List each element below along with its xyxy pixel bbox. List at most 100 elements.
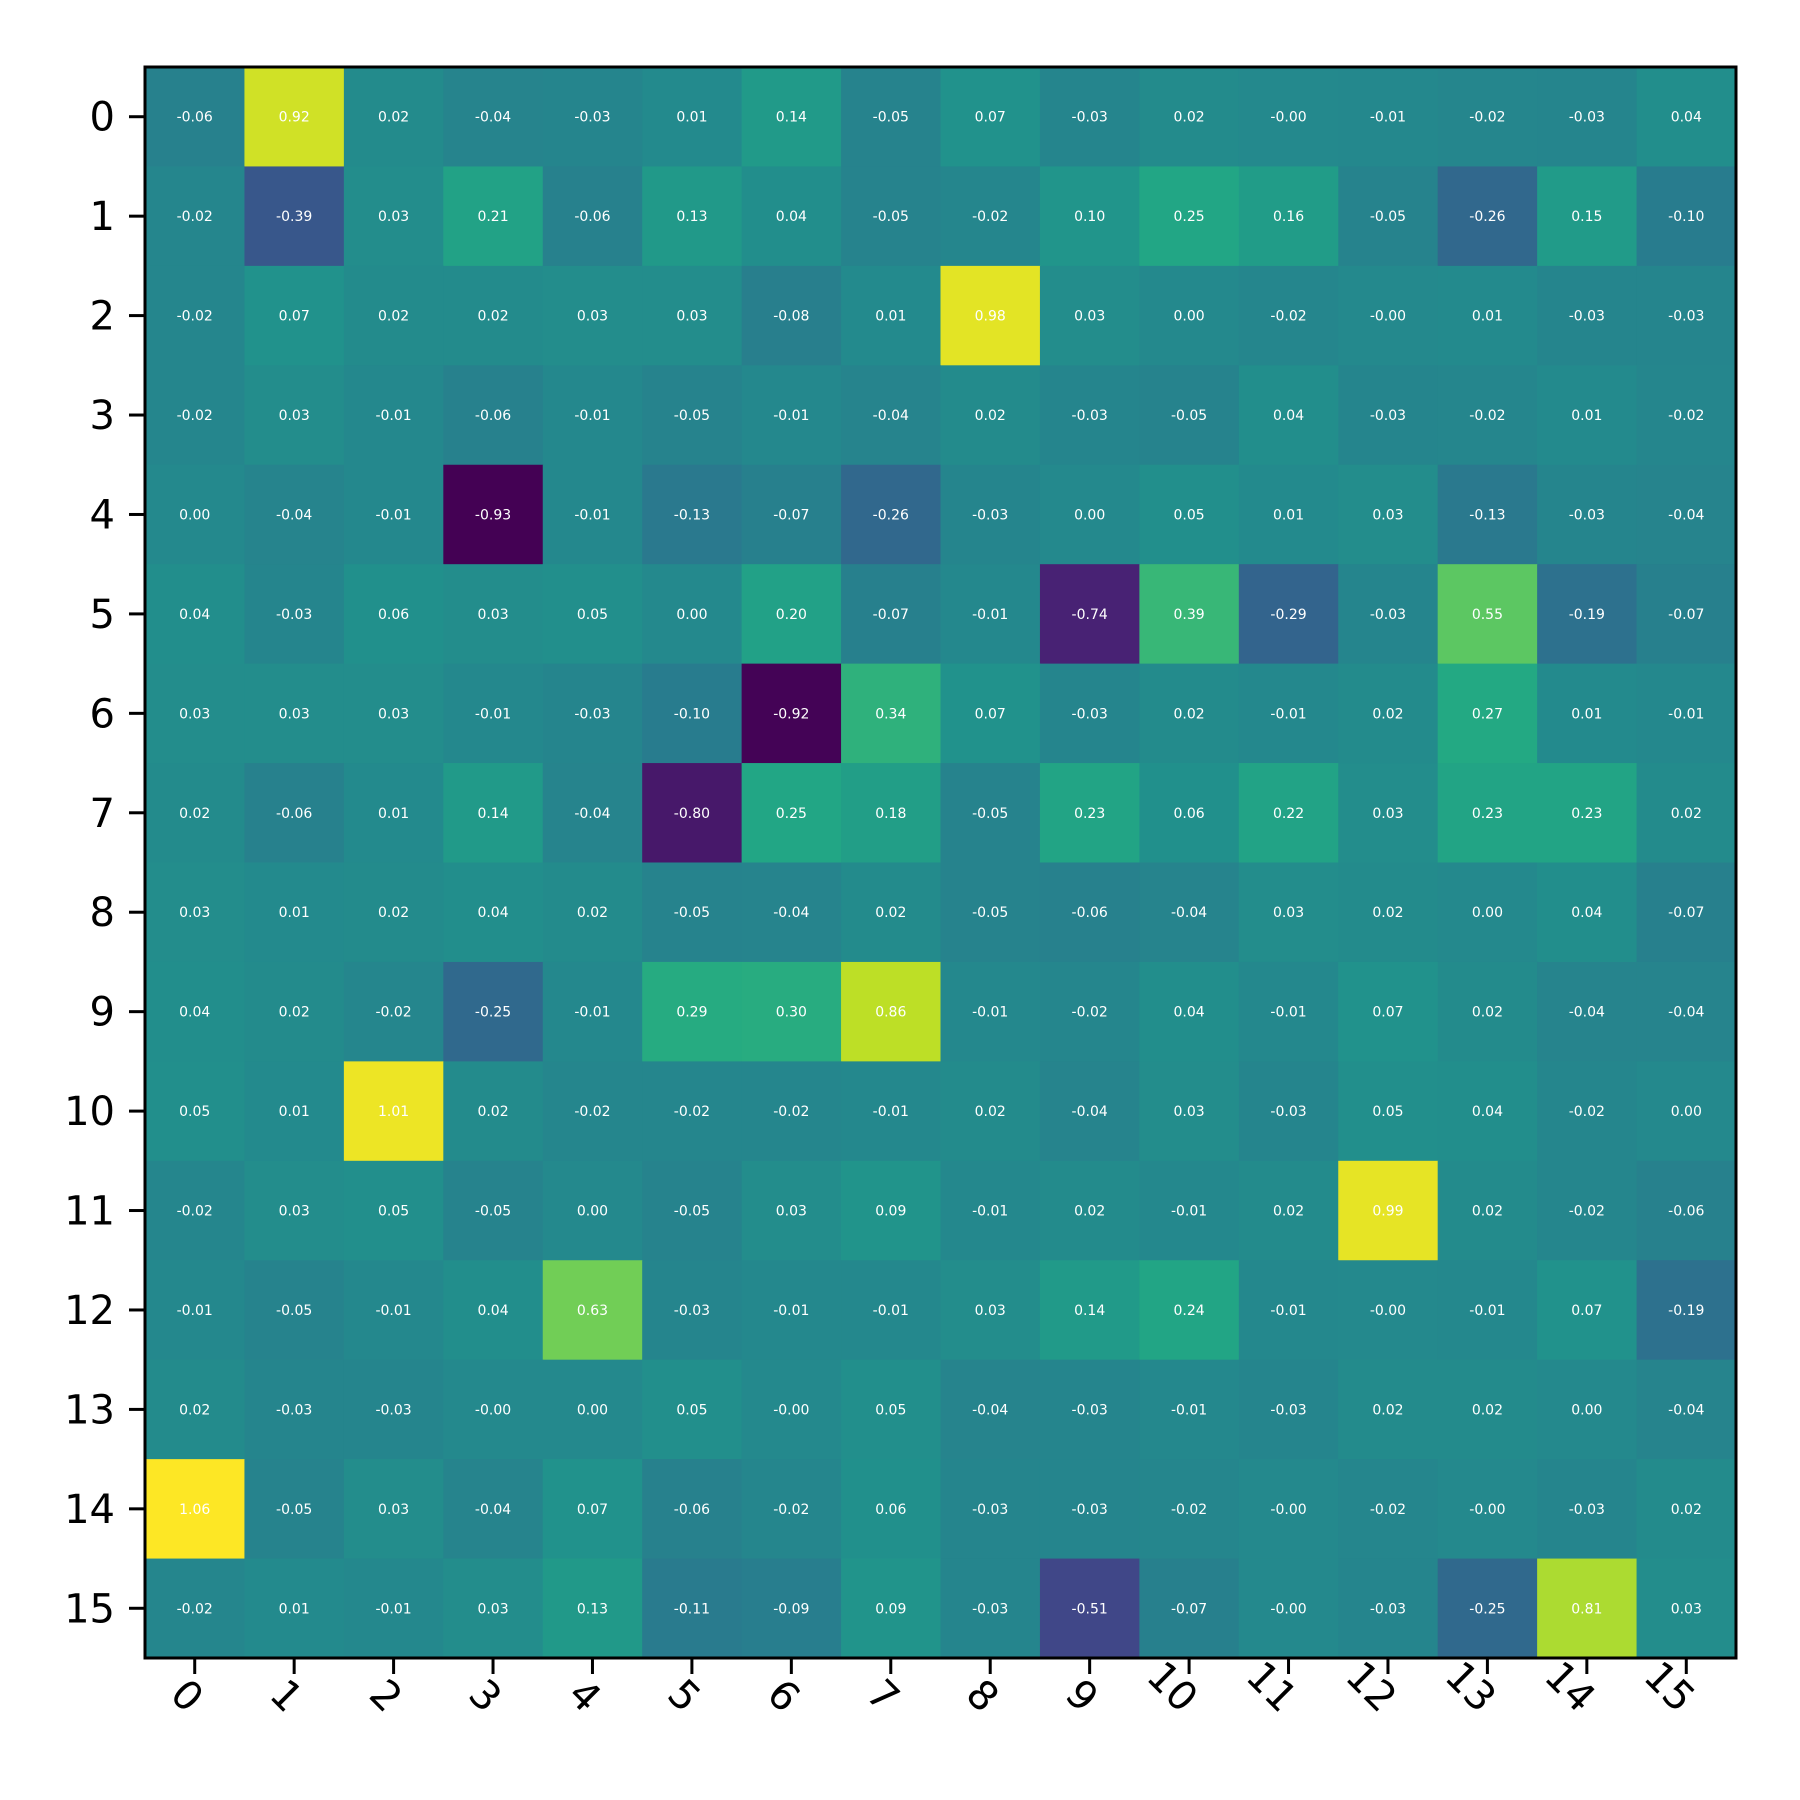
cell-value-label-r14-c8: -0.03 xyxy=(972,1502,1008,1518)
heatmap-cell-r10-c13 xyxy=(1437,1061,1538,1162)
cell-value-label-r8-c10: -0.04 xyxy=(1171,905,1207,921)
heatmap-cell-r13-c3 xyxy=(443,1359,544,1460)
heatmap-cell-r2-c14 xyxy=(1537,265,1638,366)
cell-value-label-r2-c1: 0.07 xyxy=(279,309,310,325)
cell-value-label-r10-c2: 1.01 xyxy=(378,1104,409,1120)
heatmap-cell-r1-c1 xyxy=(244,166,345,267)
heatmap-cell-r1-c8 xyxy=(940,166,1041,267)
heatmap-cell-r9-c11 xyxy=(1238,961,1339,1062)
cell-value-label-r3-c0: -0.02 xyxy=(177,408,213,424)
cell-value-label-r9-c2: -0.02 xyxy=(375,1005,411,1021)
heatmap-cell-r3-c12 xyxy=(1338,365,1439,466)
heatmap-cell-r6-c13 xyxy=(1437,663,1538,764)
cell-value-label-r0-c5: 0.01 xyxy=(676,110,707,126)
cell-value-label-r8-c0: 0.03 xyxy=(179,905,210,921)
heatmap-cell-r8-c0 xyxy=(145,862,245,963)
cell-value-label-r3-c2: -0.01 xyxy=(375,408,411,424)
cell-value-label-r15-c7: 0.09 xyxy=(875,1601,906,1617)
heatmap-cell-r7-c2 xyxy=(343,763,444,863)
heatmap-cell-r3-c3 xyxy=(443,365,544,466)
heatmap-cell-r14-c15 xyxy=(1636,1459,1737,1560)
heatmap-cell-r11-c1 xyxy=(244,1160,345,1261)
cell-value-label-r11-c8: -0.01 xyxy=(972,1204,1008,1220)
heatmap-cell-r10-c14 xyxy=(1537,1061,1638,1162)
heatmap-cell-r6-c3 xyxy=(443,663,544,764)
heatmap-cell-r7-c1 xyxy=(244,763,345,863)
cell-value-label-r2-c12: -0.00 xyxy=(1370,309,1406,325)
heatmap-cell-r14-c4 xyxy=(542,1459,643,1560)
cell-value-label-r13-c2: -0.03 xyxy=(375,1402,411,1418)
heatmap-cell-r0-c9 xyxy=(1039,67,1140,167)
cell-value-label-r13-c0: 0.02 xyxy=(179,1402,210,1418)
cell-value-label-r7-c9: 0.23 xyxy=(1074,806,1105,822)
heatmap-cell-r6-c11 xyxy=(1238,663,1339,764)
heatmap-cell-r10-c2 xyxy=(343,1061,444,1162)
heatmap-cell-r4-c1 xyxy=(244,464,345,565)
cell-value-label-r8-c14: 0.04 xyxy=(1571,905,1602,921)
cell-value-label-r5-c9: -0.74 xyxy=(1072,607,1108,623)
cell-value-label-r1-c10: 0.25 xyxy=(1174,209,1205,225)
cell-value-label-r1-c7: -0.05 xyxy=(873,209,909,225)
heatmap-cell-r7-c3 xyxy=(443,763,544,863)
cell-value-label-r9-c12: 0.07 xyxy=(1372,1005,1403,1021)
heatmap-cell-r7-c14 xyxy=(1537,763,1638,863)
heatmap-cell-r0-c10 xyxy=(1139,67,1240,167)
cell-value-label-r15-c9: -0.51 xyxy=(1072,1601,1108,1617)
heatmap-cell-r15-c12 xyxy=(1338,1558,1439,1659)
heatmap-cell-r13-c5 xyxy=(642,1359,743,1460)
cell-value-label-r3-c6: -0.01 xyxy=(773,408,809,424)
cell-value-label-r15-c5: -0.11 xyxy=(674,1601,710,1617)
x-tick-label-9: 9 xyxy=(1056,1671,1107,1722)
cell-value-label-r15-c2: -0.01 xyxy=(375,1601,411,1617)
cell-value-label-r6-c3: -0.01 xyxy=(475,706,511,722)
heatmap-cell-r8-c5 xyxy=(642,862,743,963)
heatmap-cell-r4-c5 xyxy=(642,464,743,565)
cell-value-label-r1-c6: 0.04 xyxy=(776,209,807,225)
x-tick-label-3: 3 xyxy=(460,1671,511,1722)
heatmap-cell-r0-c3 xyxy=(443,67,544,167)
y-tick-label-7: 7 xyxy=(90,791,115,837)
heatmap-cell-r14-c7 xyxy=(841,1459,941,1560)
cell-value-label-r0-c4: -0.03 xyxy=(574,110,610,126)
cell-value-label-r9-c10: 0.04 xyxy=(1174,1005,1205,1021)
cell-value-label-r10-c5: -0.02 xyxy=(674,1104,710,1120)
x-axis: 0 1 2 3 4 5 6 7 8 9 10 11 12 13 14 15 xyxy=(161,1653,1703,1722)
heatmap-cell-r6-c4 xyxy=(542,663,643,764)
heatmap-cell-r8-c4 xyxy=(542,862,643,963)
cell-value-label-r8-c9: -0.06 xyxy=(1072,905,1108,921)
cell-value-label-r13-c1: -0.03 xyxy=(276,1402,312,1418)
heatmap-cell-r2-c13 xyxy=(1437,265,1538,366)
cell-value-label-r10-c3: 0.02 xyxy=(477,1104,508,1120)
heatmap-cell-r6-c12 xyxy=(1338,663,1439,764)
heatmap-cell-r10-c7 xyxy=(841,1061,941,1162)
heatmap-cell-r2-c1 xyxy=(244,265,345,366)
heatmap-cell-r6-c14 xyxy=(1537,663,1638,764)
heatmap-cell-r14-c9 xyxy=(1039,1459,1140,1560)
cell-value-label-r4-c12: 0.03 xyxy=(1372,507,1403,523)
x-tick-label-14: 14 xyxy=(1535,1653,1604,1722)
cell-value-label-r4-c7: -0.26 xyxy=(873,507,909,523)
cell-value-label-r14-c0: 1.06 xyxy=(179,1502,210,1518)
heatmap-cell-r3-c14 xyxy=(1537,365,1638,466)
cell-value-label-r1-c11: 0.16 xyxy=(1273,209,1304,225)
heatmap-cell-r3-c0 xyxy=(145,365,245,466)
heatmap-cell-r0-c13 xyxy=(1437,67,1538,167)
cell-value-label-r6-c15: -0.01 xyxy=(1668,706,1704,722)
heatmap-cell-r5-c1 xyxy=(244,564,345,665)
heatmap-cell-r4-c0 xyxy=(145,464,245,565)
heatmap-cell-r4-c13 xyxy=(1437,464,1538,565)
heatmap-cell-r15-c8 xyxy=(940,1558,1041,1659)
heatmap-cell-r10-c4 xyxy=(542,1061,643,1162)
heatmap-cell-r10-c0 xyxy=(145,1061,245,1162)
heatmap-cell-r9-c15 xyxy=(1636,961,1737,1062)
heatmap-cell-r6-c5 xyxy=(642,663,743,764)
heatmap-cell-r9-c1 xyxy=(244,961,345,1062)
cell-value-label-r9-c5: 0.29 xyxy=(676,1005,707,1021)
cell-value-label-r11-c11: 0.02 xyxy=(1273,1204,1304,1220)
x-tick-label-2: 2 xyxy=(360,1671,411,1722)
cell-value-label-r3-c5: -0.05 xyxy=(674,408,710,424)
cell-value-label-r6-c7: 0.34 xyxy=(875,706,906,722)
heatmap-cell-r12-c9 xyxy=(1039,1260,1140,1361)
heatmap-cell-r8-c13 xyxy=(1437,862,1538,963)
